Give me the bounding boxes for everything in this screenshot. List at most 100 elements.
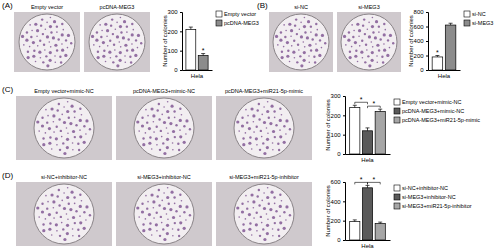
legend-swatch — [216, 11, 222, 17]
colony-dot — [266, 127, 268, 129]
colony-dot — [155, 223, 158, 226]
colony-dot — [56, 126, 58, 128]
colony-dot — [299, 28, 301, 30]
colony-dot — [354, 41, 357, 44]
colony-dot — [116, 35, 119, 38]
colony-dot — [56, 230, 58, 232]
colony-dot — [141, 124, 144, 127]
colony-dot — [45, 109, 47, 111]
colony-dot — [289, 214, 291, 216]
legend-label: si-MEG3+miR21-5p-inhibitor — [402, 203, 472, 209]
colony-dot — [300, 64, 303, 67]
colony-dot — [53, 121, 55, 123]
colony-dot — [69, 122, 72, 125]
photo-background — [16, 182, 112, 246]
colony-dot — [313, 56, 315, 58]
colony-dot — [155, 137, 158, 140]
colony-dot — [66, 196, 69, 199]
colony-dot — [267, 187, 269, 189]
colony-dot — [158, 204, 160, 206]
colony-dot — [383, 43, 385, 45]
colony-dot — [179, 108, 181, 110]
colony-dot — [141, 210, 144, 213]
photo-background — [14, 12, 80, 72]
colony-dot — [158, 118, 160, 120]
tick: 100 — [331, 132, 345, 138]
colony-dot — [303, 41, 305, 43]
colony-dot — [119, 59, 122, 62]
colony-dot — [185, 219, 187, 221]
colony-dot — [174, 222, 176, 224]
colony-dot — [321, 34, 324, 37]
colony-dot — [114, 49, 116, 51]
colony-dot — [72, 235, 74, 237]
axis-line — [180, 13, 183, 71]
colony-dot — [72, 142, 74, 144]
colony-dot — [266, 196, 269, 199]
colony-dot — [68, 117, 70, 119]
colony-dot — [364, 33, 366, 35]
colony-dot — [52, 114, 55, 117]
colony-dot — [55, 137, 58, 140]
tick-label: 0 — [337, 237, 341, 243]
colony-dot — [315, 49, 318, 52]
colony-dot — [116, 22, 118, 24]
tick: 100 — [168, 48, 182, 54]
tick-label: 800 — [414, 9, 425, 15]
colony-dot — [279, 108, 281, 110]
colony-dot — [260, 130, 262, 132]
colony-dot — [159, 235, 161, 237]
colony-dot — [270, 191, 273, 194]
colony-dot — [48, 213, 51, 216]
plate — [19, 14, 75, 70]
panel: (D)si-NC+inhibitor-NCsi-MEG3+inhibitor-N… — [2, 171, 472, 249]
colony-dot — [275, 35, 278, 38]
plate-photo: si-NC+inhibitor-NC — [16, 174, 112, 246]
colony-dot — [372, 31, 374, 33]
colony-dot — [349, 56, 352, 59]
colony-dot — [298, 49, 300, 51]
colony-dot — [57, 109, 59, 111]
colony-dot — [169, 122, 172, 125]
colony-dot — [277, 229, 279, 231]
colony-dot — [300, 22, 302, 24]
colony-dot — [248, 127, 251, 130]
tick-label: 400 — [331, 199, 342, 205]
plot-area — [432, 23, 456, 70]
colony-dot — [253, 131, 255, 133]
colony-dot — [46, 64, 49, 67]
colony-dot — [274, 222, 276, 224]
tick: 0 — [337, 237, 345, 243]
bar — [350, 108, 360, 154]
colony-dot — [177, 229, 179, 231]
legend-swatch — [216, 20, 222, 26]
colony-dot — [67, 187, 69, 189]
colony-dot — [292, 51, 295, 54]
colony-dot — [148, 213, 151, 216]
colony-dot — [253, 121, 255, 123]
colony-dot — [263, 152, 266, 155]
colony-dot — [166, 110, 169, 113]
axis-title: Number of colonies — [162, 15, 168, 67]
colony-dot — [120, 46, 122, 48]
colony-dot — [356, 23, 359, 26]
colony-dot — [83, 125, 85, 127]
colony-dot — [61, 33, 64, 36]
colony-dot — [63, 192, 65, 194]
colony-dot — [152, 200, 155, 203]
tick: 0 — [174, 67, 182, 73]
colony-dot — [288, 23, 291, 26]
colony-dot — [67, 47, 69, 49]
colony-dot — [115, 28, 117, 30]
colony-dot — [347, 39, 350, 42]
colony-dot — [241, 203, 243, 205]
axis-line — [343, 97, 346, 155]
colony-dot — [145, 195, 147, 197]
colony-dot — [31, 30, 33, 32]
colony-dot — [310, 31, 312, 33]
colony-dot — [49, 59, 52, 62]
colony-dot — [310, 49, 312, 51]
legend: Empty vectorpcDNA-MEG3 — [216, 11, 259, 26]
legend-label: Empty vector — [224, 11, 256, 17]
tick: Hela — [438, 70, 451, 79]
